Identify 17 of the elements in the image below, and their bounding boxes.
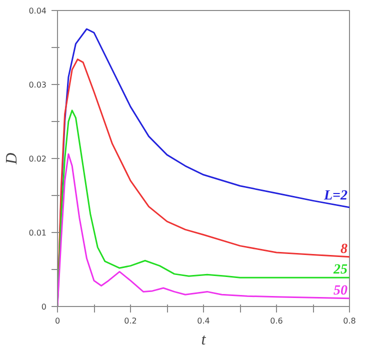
y-tick-label: 0.02 [28,154,46,164]
x-tick-label: 0 [54,316,60,326]
series-label: 8 [340,242,348,257]
x-tick-label: 0.6 [270,316,283,326]
y-axis-title: D [4,152,21,166]
series-label: L=2 [322,188,348,204]
x-axis-title: t [201,332,206,348]
x-tick-label: 0.4 [197,316,210,326]
y-tick-label: 0 [41,302,47,312]
series-label: 50 [334,283,348,298]
y-tick-label: 0.03 [28,80,46,90]
y-tick-label: 0.01 [28,228,46,238]
y-tick-label: 0.04 [28,6,46,16]
x-tick-label: 0.2 [124,316,137,326]
series-label: 25 [332,262,348,278]
x-tick-label: 0.8 [343,316,356,326]
line-series [58,153,350,306]
